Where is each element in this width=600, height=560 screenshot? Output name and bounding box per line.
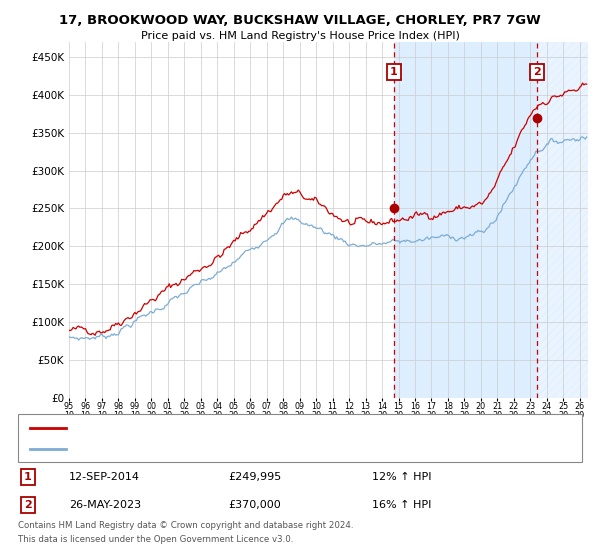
Text: £249,995: £249,995 [228,472,281,482]
Text: £370,000: £370,000 [228,500,281,510]
Text: 1: 1 [390,67,398,77]
Bar [537,42,588,398]
Text: 16% ↑ HPI: 16% ↑ HPI [372,500,431,510]
Text: 1: 1 [24,472,32,482]
Text: This data is licensed under the Open Government Licence v3.0.: This data is licensed under the Open Gov… [18,534,293,544]
Text: 2: 2 [533,67,541,77]
Text: Price paid vs. HM Land Registry's House Price Index (HPI): Price paid vs. HM Land Registry's House … [140,31,460,41]
Text: 17, BROOKWOOD WAY, BUCKSHAW VILLAGE, CHORLEY, PR7 7GW: 17, BROOKWOOD WAY, BUCKSHAW VILLAGE, CHO… [59,14,541,27]
Text: 12% ↑ HPI: 12% ↑ HPI [372,472,431,482]
Bar [394,42,537,398]
Text: 26-MAY-2023: 26-MAY-2023 [69,500,141,510]
Text: Contains HM Land Registry data © Crown copyright and database right 2024.: Contains HM Land Registry data © Crown c… [18,521,353,530]
Text: 17, BROOKWOOD WAY, BUCKSHAW VILLAGE, CHORLEY, PR7 7GW (detached house): 17, BROOKWOOD WAY, BUCKSHAW VILLAGE, CHO… [75,423,472,432]
Text: 12-SEP-2014: 12-SEP-2014 [69,472,140,482]
Text: 2: 2 [24,500,32,510]
Text: HPI: Average price, detached house, South Ribble: HPI: Average price, detached house, Sout… [75,444,311,453]
